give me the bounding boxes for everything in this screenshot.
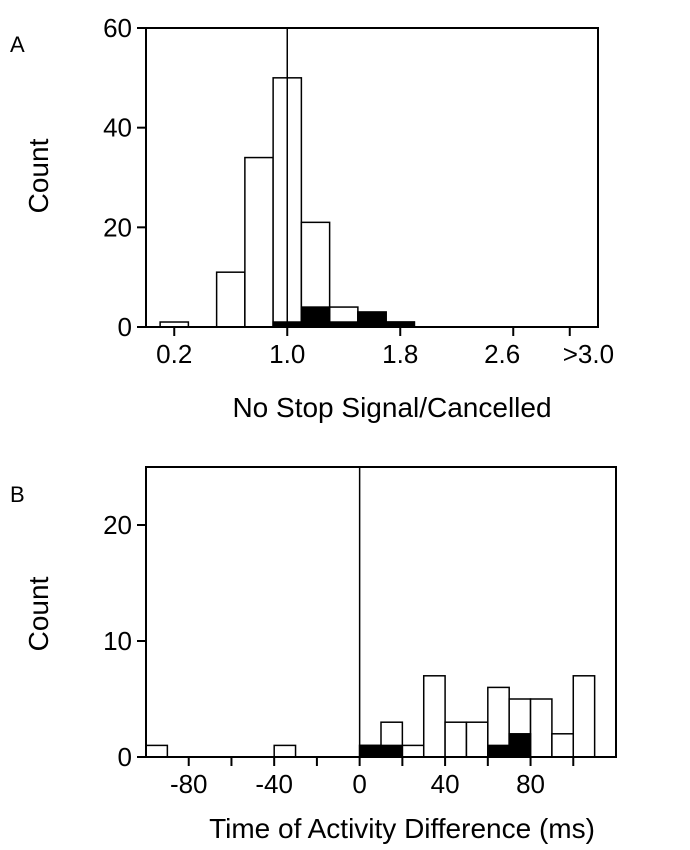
bar-b-total-13 xyxy=(422,675,446,758)
y-tick-label-a-0: 0 xyxy=(118,312,132,342)
x-tick-label-b-80: 80 xyxy=(516,769,545,799)
x-tick-label-a->3.0: >3.0 xyxy=(563,339,614,369)
panel-b: B Count Time of Activity Difference (ms)… xyxy=(10,466,617,844)
x-axis-title-b: Time of Activity Difference (ms) xyxy=(209,813,595,844)
bar-b-total-14 xyxy=(444,721,468,758)
bar-b-total-6 xyxy=(273,744,297,758)
bar-b-total-0 xyxy=(145,744,169,758)
panel-label-a: A xyxy=(10,32,25,57)
panel-label-b: B xyxy=(10,482,25,507)
y-tick-label-b-20: 20 xyxy=(103,510,132,540)
bar-b-total-15 xyxy=(465,721,489,758)
y-axis-title-a: Count xyxy=(23,138,54,213)
plot-frame-a xyxy=(145,27,599,328)
y-tick-label-b-10: 10 xyxy=(103,626,132,656)
y-tick-label-a-60: 60 xyxy=(103,13,132,43)
y-tick-label-b-0: 0 xyxy=(118,742,132,772)
bar-b-total-18 xyxy=(529,698,553,758)
plot-frame-b xyxy=(145,466,617,758)
y-tick-label-a-20: 20 xyxy=(103,212,132,242)
y-tick-label-a-40: 40 xyxy=(103,113,132,143)
x-tick-label-b-40: 40 xyxy=(431,769,460,799)
panel-a: A Count No Stop Signal/Cancelled 0 20 40 60… xyxy=(10,13,614,423)
bars-a xyxy=(159,77,416,328)
bar-a-filled-7 xyxy=(357,311,387,328)
bar-b-total-20 xyxy=(572,675,596,758)
bar-b-filled-16 xyxy=(487,744,510,758)
bar-b-total-12 xyxy=(401,744,425,758)
y-axis-title-b: Count xyxy=(23,576,54,651)
x-axis-title-a: No Stop Signal/Cancelled xyxy=(232,392,551,423)
x-tick-label-b--40: -40 xyxy=(255,769,293,799)
x-tick-label-b-0: 0 xyxy=(352,769,366,799)
bar-b-total-19 xyxy=(551,733,575,758)
x-tick-label-b--80: -80 xyxy=(170,769,208,799)
axes-a: 0 20 40 60 0.2 1.0 1.8 2.6 >3.0 xyxy=(103,13,614,369)
bars-b xyxy=(145,675,596,758)
axes-b: 0 10 20 -80 -40 0 40 80 xyxy=(103,466,617,799)
bar-b-filled-17 xyxy=(508,733,532,758)
x-tick-label-a-1.8: 1.8 xyxy=(382,339,418,369)
bar-b-filled-10 xyxy=(358,744,382,758)
bar-a-total-3 xyxy=(244,156,274,328)
x-tick-label-a-0.2: 0.2 xyxy=(156,339,192,369)
x-tick-label-a-2.6: 2.6 xyxy=(484,339,520,369)
bar-a-total-2 xyxy=(215,271,246,328)
x-tick-label-a-1.0: 1.0 xyxy=(269,339,305,369)
bar-a-filled-5 xyxy=(300,306,331,328)
bar-b-filled-11 xyxy=(380,744,404,758)
